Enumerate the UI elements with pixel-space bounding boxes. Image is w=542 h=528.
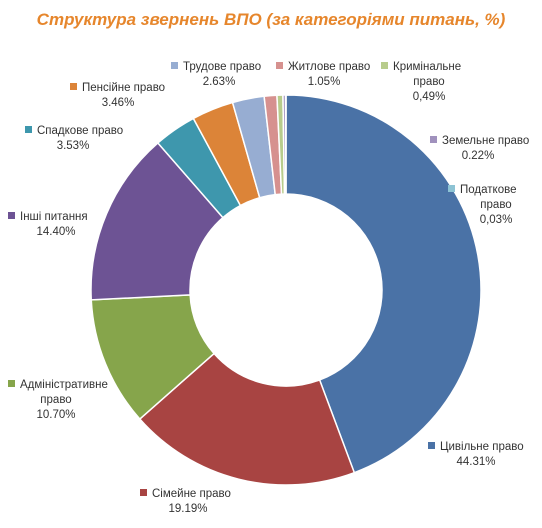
data-label-3-line-1: Адміністративне <box>20 379 108 391</box>
label-group-4: Інші питання 14.40% <box>8 211 88 238</box>
slice-1 <box>285 94 482 474</box>
data-label-8: Житлове право 1.05% <box>288 61 370 88</box>
data-label-10-line-1: Земельне право <box>442 135 529 147</box>
data-label-6-line-1: Пенсійне право <box>82 82 165 94</box>
chart-labels: Цивільне право 44.31% Сімейне право 19.19% А… <box>8 61 529 515</box>
legend-marker-9 <box>381 62 388 69</box>
data-label-2-line-1: Сімейне право <box>152 488 231 500</box>
data-label-11-line-1: Податкове <box>460 184 516 196</box>
data-label-7-line-2: 2.63% <box>203 76 236 88</box>
data-label-11-line-3: 0,03% <box>480 214 513 226</box>
legend-marker-3 <box>8 380 15 387</box>
donut-slices <box>90 94 482 486</box>
data-label-5-line-2: 3.53% <box>57 140 90 152</box>
label-group-6: Пенсійне право 3.46% <box>70 82 165 109</box>
legend-marker-5 <box>25 126 32 133</box>
data-label-2: Сімейне право 19.19% <box>152 488 231 515</box>
data-label-2-line-2: 19.19% <box>168 503 207 515</box>
label-group-2: Сімейне право 19.19% <box>140 488 231 515</box>
data-label-1: Цивільне право 44.31% <box>440 441 524 468</box>
data-label-4-line-2: 14.40% <box>36 226 75 238</box>
legend-marker-7 <box>171 62 178 69</box>
chart-title: Структура звернень ВПО (за категоріями п… <box>37 10 506 29</box>
data-label-5-line-1: Спадкове право <box>37 125 123 137</box>
data-label-3: Адміністративне право 10.70% <box>20 379 108 421</box>
data-label-10: Земельне право 0.22% <box>442 135 529 162</box>
data-label-6: Пенсійне право 3.46% <box>82 82 165 109</box>
data-label-9-line-2: право <box>413 76 444 88</box>
data-label-1-line-1: Цивільне право <box>440 441 524 453</box>
data-label-9: Кримінальне право 0,49% <box>393 61 461 103</box>
data-label-8-line-1: Житлове право <box>288 61 370 73</box>
label-group-11: Податкове право 0,03% <box>448 184 516 226</box>
legend-marker-2 <box>140 489 147 496</box>
data-label-9-line-1: Кримінальне <box>393 61 461 73</box>
data-label-3-line-2: право <box>40 394 71 406</box>
data-label-3-line-3: 10.70% <box>36 409 75 421</box>
data-label-1-line-2: 44.31% <box>456 456 495 468</box>
data-label-7-line-1: Трудове право <box>183 61 261 73</box>
legend-marker-11 <box>448 185 455 192</box>
label-group-1: Цивільне право 44.31% <box>428 441 524 468</box>
data-label-7: Трудове право 2.63% <box>183 61 261 88</box>
legend-marker-10 <box>430 136 437 143</box>
label-group-10: Земельне право 0.22% <box>430 135 529 162</box>
data-label-4-line-1: Інші питання <box>20 211 88 223</box>
legend-marker-8 <box>276 62 283 69</box>
data-label-4: Інші питання 14.40% <box>20 211 88 238</box>
label-group-8: Житлове право 1.05% <box>276 61 370 88</box>
label-group-5: Спадкове право 3.53% <box>25 125 123 152</box>
data-label-8-line-2: 1.05% <box>308 76 341 88</box>
slice-2 <box>138 352 356 486</box>
slice-4 <box>90 141 224 301</box>
data-label-6-line-2: 3.46% <box>102 97 135 109</box>
label-group-9: Кримінальне право 0,49% <box>381 61 461 103</box>
data-label-11-line-2: право <box>480 199 511 211</box>
data-label-9-line-3: 0,49% <box>413 91 446 103</box>
data-label-5: Спадкове право 3.53% <box>37 125 123 152</box>
legend-marker-1 <box>428 442 435 449</box>
label-group-3: Адміністративне право 10.70% <box>8 379 108 421</box>
legend-marker-6 <box>70 83 77 90</box>
data-label-11: Податкове право 0,03% <box>460 184 516 226</box>
data-label-10-line-2: 0.22% <box>462 150 495 162</box>
legend-marker-4 <box>8 212 15 219</box>
label-group-7: Трудове право 2.63% <box>171 61 261 88</box>
